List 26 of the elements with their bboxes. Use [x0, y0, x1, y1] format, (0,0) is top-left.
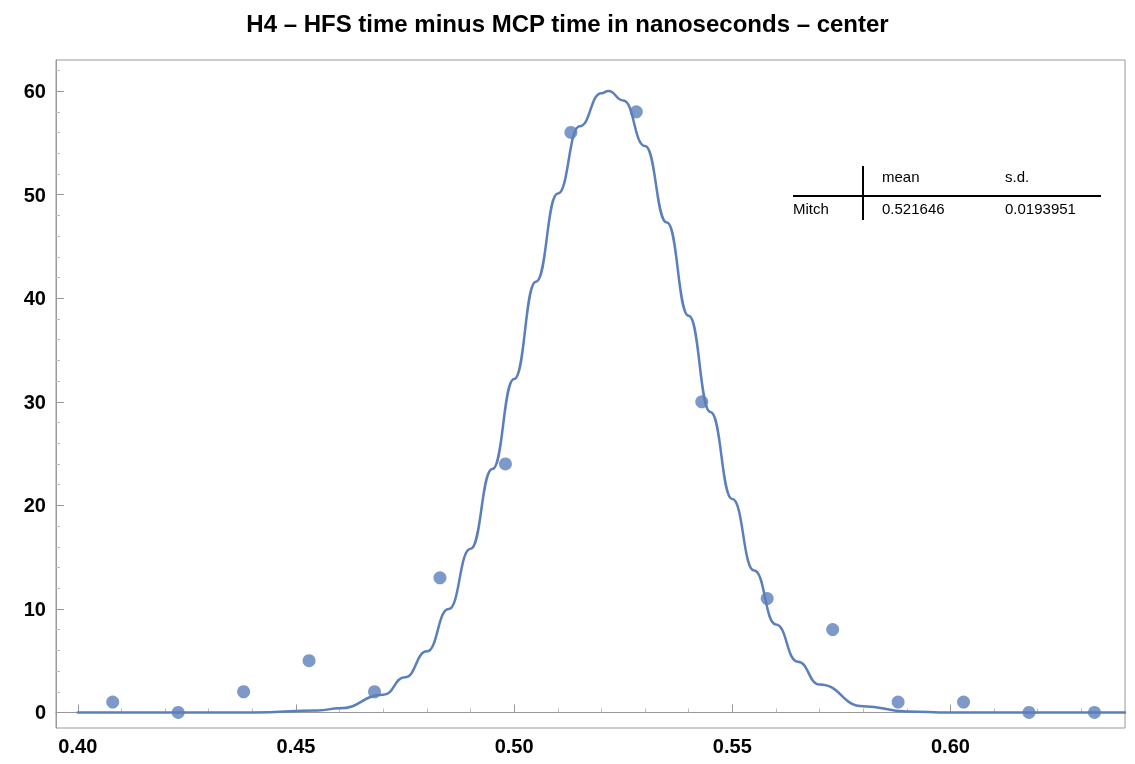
- y-tick-label: 40: [23, 287, 46, 310]
- point: [498, 457, 512, 471]
- annotation: Mitch: [793, 200, 829, 217]
- x-tick-label: 0.45: [276, 735, 316, 757]
- y-tick-label: 20: [23, 494, 46, 517]
- annotation: 0.521646: [882, 200, 945, 217]
- y-tick-label: 30: [23, 390, 46, 413]
- x-tick-label: 0.60: [931, 735, 970, 757]
- point: [891, 695, 905, 709]
- y-tick-label: 10: [23, 597, 46, 620]
- x-tick-label: 0.40: [58, 735, 98, 757]
- chart-title: H4 – HFS time minus MCP time in nanoseconds – center: [246, 9, 889, 37]
- point: [826, 623, 840, 637]
- y-tick-label: 0: [34, 701, 46, 724]
- point: [106, 695, 120, 709]
- point: [302, 654, 316, 668]
- x-tick-label: 0.50: [494, 735, 534, 757]
- y-tick-label: 60: [23, 80, 46, 103]
- point: [237, 685, 251, 699]
- point: [433, 571, 447, 585]
- point: [957, 695, 971, 709]
- annotation: s.d.: [1005, 168, 1030, 185]
- x-tick-label: 0.55: [712, 735, 752, 757]
- annotation: mean: [882, 168, 920, 185]
- annotation: 0.0193951: [1005, 200, 1076, 217]
- y-tick-label: 50: [23, 183, 46, 206]
